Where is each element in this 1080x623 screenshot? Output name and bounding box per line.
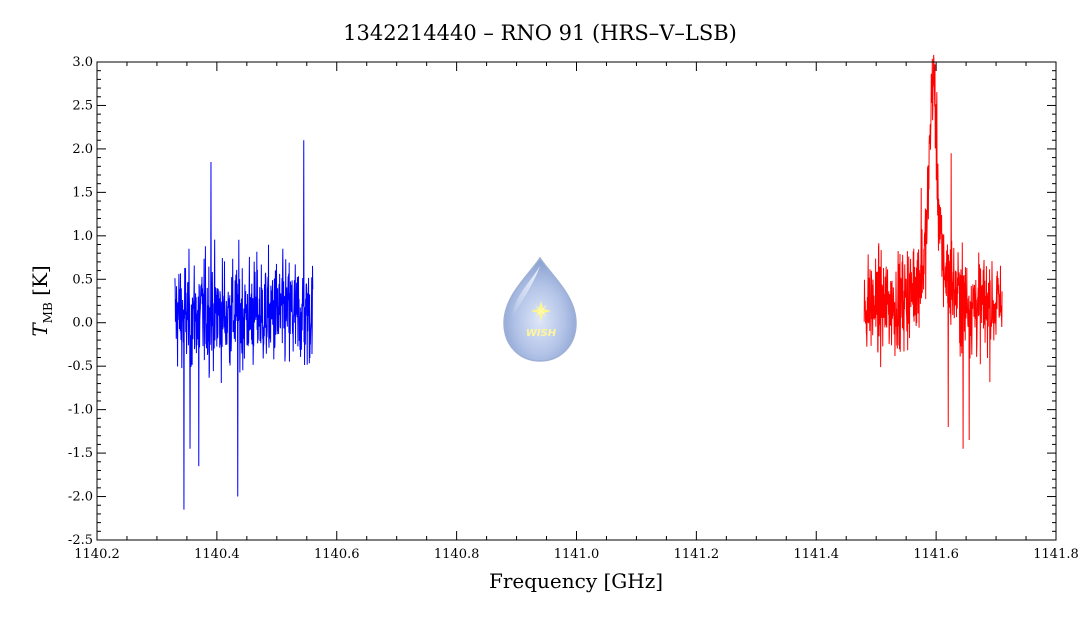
wish-logo-text: WISH [526,328,557,339]
star-icon [531,301,551,321]
y-tick-label: 0.0 [72,316,93,331]
y-axis-label-subscript: MB [41,302,55,323]
y-tick-label: 3.0 [72,55,93,70]
x-tick-label: 1141.4 [794,547,840,562]
spectrum-series-2 [863,54,1003,449]
x-tick-label: 1141.0 [554,547,600,562]
y-tick-label: -0.5 [68,359,93,374]
wish-logo: WISH [503,256,577,362]
y-tick-label: 0.5 [72,272,93,287]
y-tick-label: 2.5 [72,98,93,113]
y-axis-label: TMB [K] [28,265,55,336]
y-tick-label: 2.0 [72,142,93,157]
x-tick-label: 1141.6 [913,547,959,562]
y-axis-label-symbol: T [28,322,52,337]
wish-drop-shine [512,266,540,318]
ticks-layer: 1140.2 1140.4 1140.6 1140.8 1141.0 1141.2 1141… [68,55,1079,562]
series-layer [174,54,1003,510]
x-tick-label: 1141.2 [674,547,720,562]
x-tick-label: 1140.8 [434,547,480,562]
x-tick-label: 1140.2 [74,547,120,562]
x-axis-label: Frequency [GHz] [489,569,663,593]
y-tick-label: -2.0 [68,490,93,505]
y-axis-label-unit: [K] [28,265,52,302]
y-tick-label: 1.5 [72,185,93,200]
chart-title: 1342214440 – RNO 91 (HRS–V–LSB) [343,21,737,45]
y-tick-label: -1.5 [68,446,93,461]
y-tick-label: -1.0 [68,403,93,418]
y-tick-label: 1.0 [72,229,93,244]
spectrum-series-1 [174,140,314,510]
y-tick-label: -2.5 [68,533,93,548]
x-tick-label: 1140.4 [194,547,240,562]
x-tick-label: 1140.6 [314,547,360,562]
x-tick-label: 1141.8 [1033,547,1079,562]
